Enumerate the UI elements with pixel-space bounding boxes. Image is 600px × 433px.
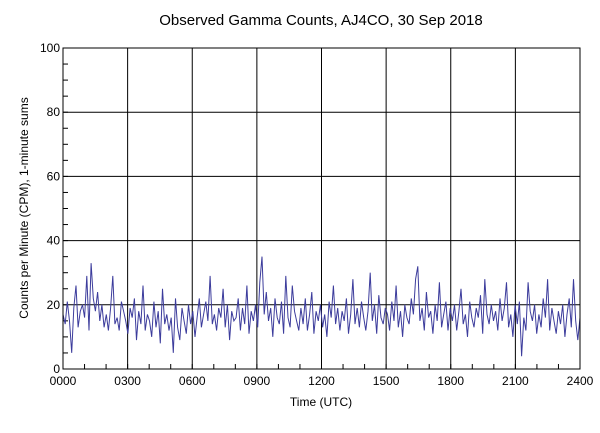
x-tick-label: 0300 <box>114 374 141 388</box>
plot-frame <box>62 47 581 370</box>
y-tick-label: 80 <box>47 105 61 119</box>
x-tick-label: 2100 <box>502 374 529 388</box>
y-axis-label: Counts per Minute (CPM), 1-minute sums <box>17 97 31 318</box>
grid <box>62 47 581 370</box>
x-tick-label: 0600 <box>179 374 206 388</box>
x-tick-label: 1800 <box>437 374 464 388</box>
x-tick-label: 0900 <box>244 374 271 388</box>
x-tick-label: 1200 <box>308 374 335 388</box>
series-line <box>62 256 581 357</box>
x-axis-label: Time (UTC) <box>290 395 352 409</box>
x-tick-label: 1500 <box>373 374 400 388</box>
axis-ticks: 0000 0300 0600 0900 1200 1500 1800 2100 2400 0 20 4… <box>40 41 594 388</box>
y-tick-label: 60 <box>47 169 61 183</box>
y-tick-label: 100 <box>40 41 60 55</box>
x-tick-label: 0000 <box>50 374 77 388</box>
y-tick-label: 0 <box>53 362 60 376</box>
x-tick-label: 2400 <box>567 374 594 388</box>
y-tick-label: 40 <box>47 234 61 248</box>
chart-title: Observed Gamma Counts, AJ4CO, 30 Sep 201… <box>159 12 483 29</box>
y-tick-label: 20 <box>47 298 61 312</box>
series-layer <box>62 256 581 357</box>
